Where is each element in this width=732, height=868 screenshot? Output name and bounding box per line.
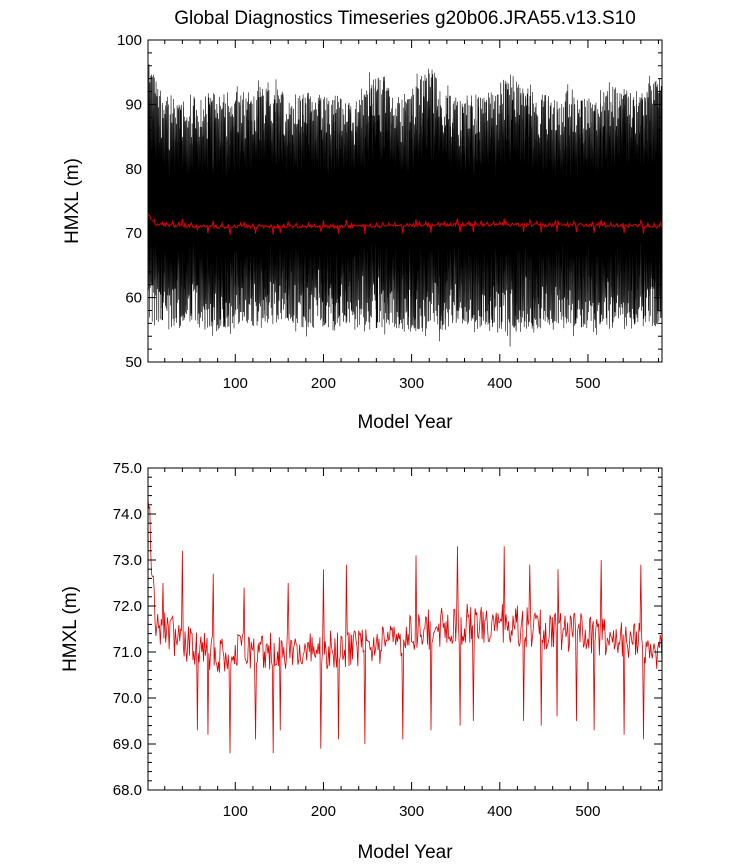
x-tick-label: 500 <box>575 803 600 820</box>
axis-ticks-top: 100 200 300 400 500 50 60 70 80 90 100 <box>117 32 662 392</box>
y-tick-label: 80 <box>125 161 142 178</box>
x-tick-label: 100 <box>223 375 248 392</box>
x-tick-label: 400 <box>487 375 512 392</box>
y-axis-label-bottom: HMXL (m) <box>60 586 81 672</box>
plot-frame-bottom <box>147 467 663 791</box>
annual-series-path <box>148 212 662 235</box>
y-tick-label: 73.0 <box>113 552 142 569</box>
y-tick-label: 70.0 <box>113 690 142 707</box>
y-tick-label: 74.0 <box>113 506 142 523</box>
y-tick-label: 90 <box>125 96 142 113</box>
x-tick-label: 200 <box>311 375 336 392</box>
y-tick-label: 72.0 <box>113 598 142 615</box>
x-tick-label: 400 <box>487 803 512 820</box>
y-tick-label: 60 <box>125 290 142 307</box>
series-monthly-line <box>148 64 662 347</box>
y-tick-label: 100 <box>117 32 142 49</box>
plot-frame-top <box>147 39 663 363</box>
y-tick-label: 71.0 <box>113 644 142 661</box>
x-axis-label-bottom: Model Year <box>357 842 453 863</box>
chart-panel-bottom: 100 200 300 400 500 68.0 69.0 70.0 71.0 72.0 73.0 7… <box>60 460 663 863</box>
y-axis-label-top: HMXL (m) <box>62 158 83 244</box>
y-tick-label: 69.0 <box>113 736 142 753</box>
y-tick-label: 68.0 <box>113 782 142 799</box>
series-annual-line-zoom <box>148 499 662 754</box>
x-tick-label: 100 <box>223 803 248 820</box>
x-tick-label: 200 <box>311 803 336 820</box>
x-tick-label: 500 <box>575 375 600 392</box>
figure-title: Global Diagnostics Timeseries g20b06.JRA… <box>174 8 636 29</box>
series-annual-line <box>148 212 662 235</box>
y-tick-label: 75.0 <box>113 460 142 477</box>
y-tick-label: 70 <box>125 225 142 242</box>
x-tick-label: 300 <box>399 803 424 820</box>
y-tick-label: 50 <box>125 354 142 371</box>
monthly-series-path <box>148 64 662 347</box>
x-tick-label: 300 <box>399 375 424 392</box>
x-axis-label-top: Model Year <box>357 412 453 433</box>
axis-ticks-bottom: 100 200 300 400 500 68.0 69.0 70.0 71.0 72.0 73.0 7… <box>113 460 662 820</box>
annual-series-path-zoom <box>148 499 662 754</box>
